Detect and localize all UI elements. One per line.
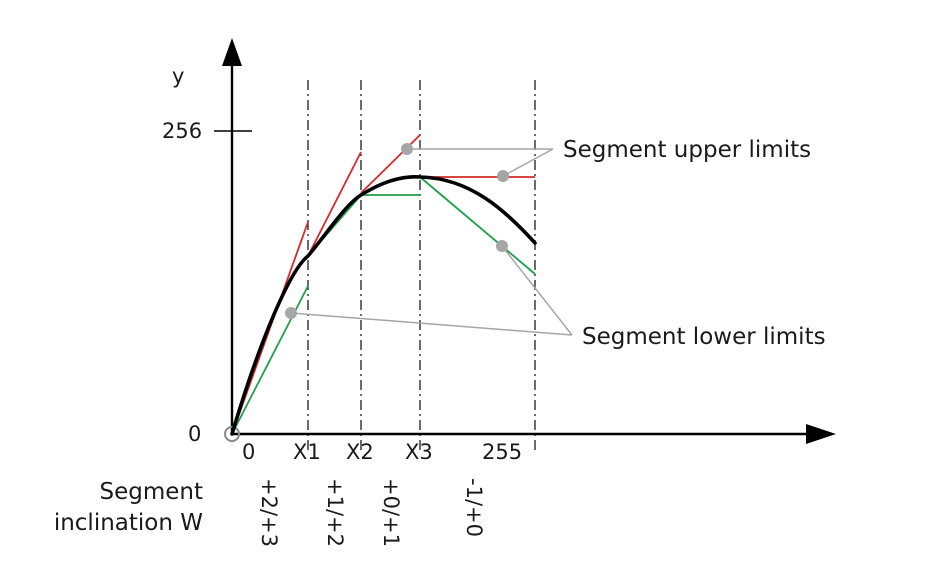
upper-limit-segments: [231, 134, 535, 435]
origin-marker: [224, 426, 240, 442]
inclination-value-2: +1/+2: [323, 478, 347, 547]
upper-marker-2: [497, 170, 509, 182]
inclination-label-line1: Segment: [100, 479, 204, 505]
upper-seg-2: [307, 151, 362, 257]
inclination-value-1: +2/+3: [257, 478, 281, 547]
y-axis-label: y: [172, 64, 184, 88]
lower-marker-2: [496, 240, 508, 252]
upper-marker-1: [401, 143, 413, 155]
lower-limits-annotation: Segment lower limits: [582, 324, 826, 350]
x-tick-label-0: 0: [242, 440, 255, 464]
x-tick-label-x1: X1: [293, 440, 321, 464]
y-axis-arrow: [222, 38, 242, 66]
x-tick-label-x2: X2: [346, 440, 374, 464]
leader-lower-2: [501, 245, 573, 336]
lower-seg-1: [231, 285, 309, 435]
leader-upper-2: [502, 148, 554, 177]
lower-marker-1: [285, 307, 297, 319]
upper-seg-3: [360, 134, 421, 194]
transfer-curve: [230, 175, 537, 436]
inclination-label-line2: inclination W: [54, 510, 203, 536]
inclination-value-3: +0/+1: [379, 478, 403, 547]
y-tick-label-256: 256: [162, 119, 202, 143]
inclination-value-4: -1/+0: [462, 478, 486, 537]
leader-lower-1: [290, 312, 573, 336]
x-tick-label-255: 255: [482, 440, 522, 464]
upper-limits-annotation: Segment upper limits: [563, 137, 811, 163]
y-tick-label-0: 0: [188, 422, 201, 446]
x-tick-label-x3: X3: [405, 440, 433, 464]
x-axis-arrow: [806, 424, 836, 444]
lower-seg-4: [419, 176, 536, 275]
